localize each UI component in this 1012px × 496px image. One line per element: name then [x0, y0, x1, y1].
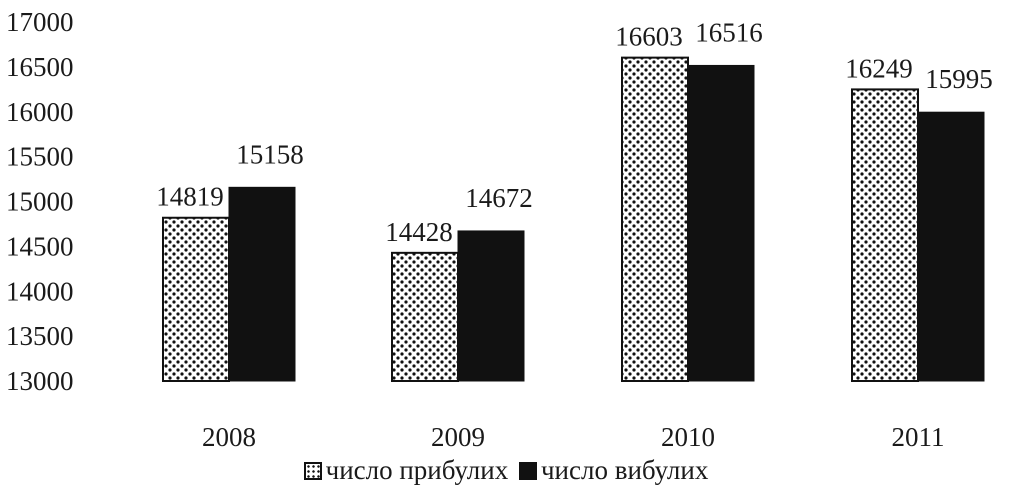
bar-arrivals	[621, 56, 689, 383]
y-tick-label: 14000	[6, 276, 74, 306]
legend-swatch-solid	[518, 461, 537, 480]
bar-arrivals	[851, 88, 919, 382]
legend-label-arrivals: число прибулих	[325, 455, 509, 485]
legend-item-arrivals: число прибулих	[303, 455, 509, 486]
bar-departures	[457, 230, 525, 382]
bar-departures	[228, 186, 296, 382]
y-tick-label: 16500	[6, 52, 74, 82]
data-label-departures: 15158	[236, 139, 304, 169]
y-tick-label: 17000	[6, 7, 74, 37]
bar-departures	[917, 111, 985, 382]
x-tick-label: 2009	[431, 422, 485, 452]
legend-item-departures: число вибулих	[518, 455, 709, 486]
y-tick-label: 13000	[6, 366, 74, 396]
y-tick-label: 13500	[6, 321, 74, 351]
y-tick-label: 16000	[6, 97, 74, 127]
data-label-arrivals: 14819	[156, 182, 224, 212]
y-tick-label: 15000	[6, 187, 74, 217]
y-axis-tick-labels: 13000 13500 14000 14500 15000 15500 16000 16500…	[6, 7, 74, 396]
bar-departures	[687, 64, 755, 382]
x-tick-label: 2010	[661, 422, 715, 452]
x-tick-label: 2008	[202, 422, 256, 452]
legend-label-departures: число вибулих	[540, 455, 709, 485]
bar-arrivals	[391, 251, 459, 382]
data-labels-group: 14819 15158 14428 14672 16603 16516 16249 15995	[156, 17, 993, 246]
data-label-departures: 16516	[695, 17, 763, 47]
data-label-departures: 14672	[465, 183, 533, 213]
data-label-arrivals: 16249	[845, 53, 913, 83]
data-label-departures: 15995	[925, 64, 993, 94]
legend-swatch-dotted	[303, 461, 322, 480]
bars-group	[162, 56, 985, 383]
y-tick-label: 15500	[6, 142, 74, 172]
y-tick-label: 14500	[6, 231, 74, 261]
data-label-arrivals: 16603	[615, 22, 683, 52]
x-tick-label: 2011	[892, 422, 945, 452]
legend: число прибулих число вибулих	[0, 455, 1012, 487]
data-label-arrivals: 14428	[385, 217, 453, 247]
bar-arrivals	[162, 216, 230, 382]
x-axis-tick-labels: 2008 2009 2010 2011	[202, 422, 945, 452]
